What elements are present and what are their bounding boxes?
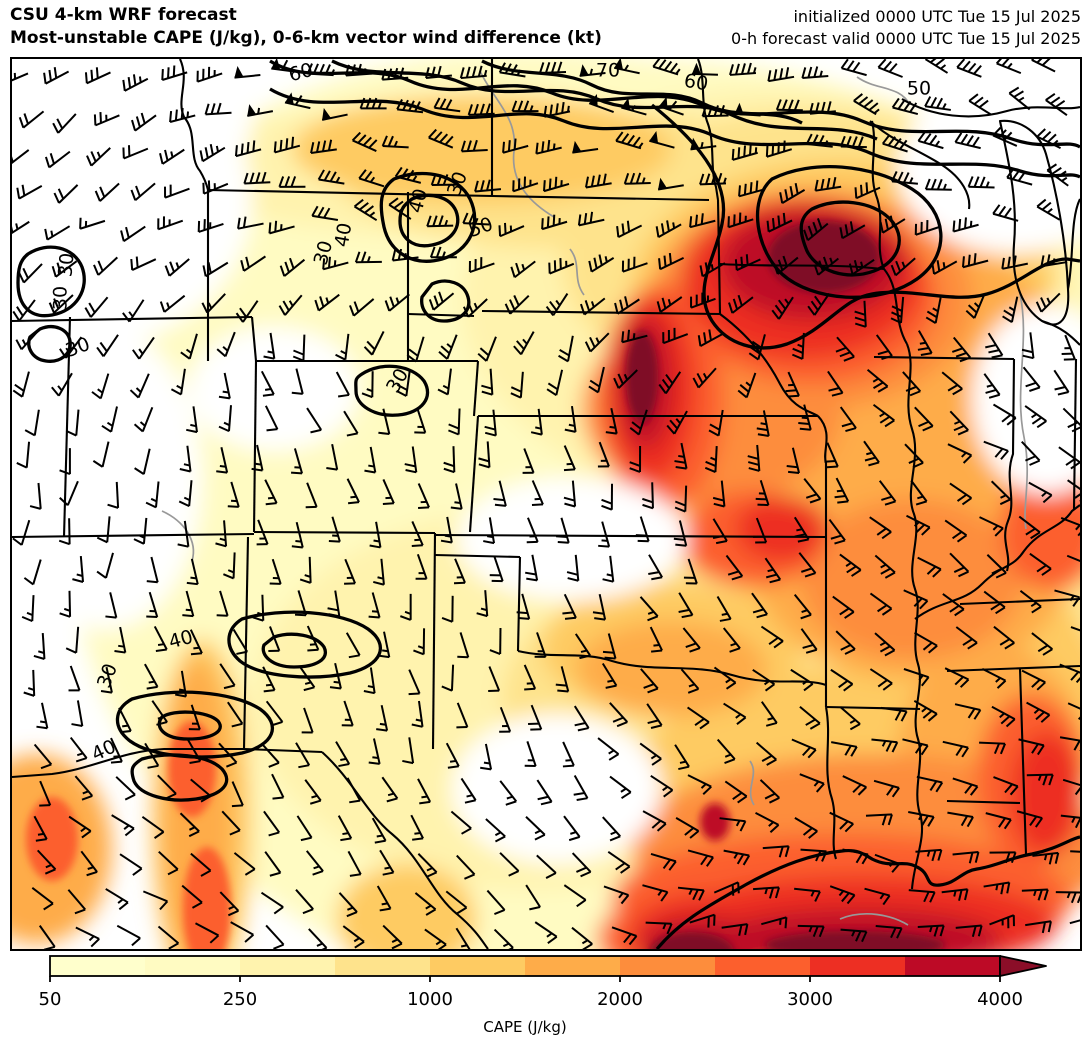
colorbar-segment — [715, 956, 810, 976]
cape-shading-detail — [26, 221, 945, 949]
forecast-map: 60 70 60 50 30 40 50 40 30 30 30 30 30 40 30 40 — [10, 57, 1082, 951]
colorbar-segment — [905, 956, 1000, 976]
contour-label: 30 — [50, 286, 72, 310]
contour-label: 50 — [907, 78, 931, 100]
colorbar-segment — [525, 956, 620, 976]
contour-label: 30 — [54, 252, 78, 278]
colorbar-tick-label: 2000 — [597, 989, 643, 1010]
colorbar: 50 250 1000 2000 3000 4000 CAPE (J/kg) — [39, 955, 1047, 1036]
wind-difference-contours — [16, 59, 1080, 802]
gulf-coastline — [655, 835, 1080, 949]
valid-time: 0-h forecast valid 0000 UTC Tue 15 Jul 2… — [731, 29, 1081, 48]
header: CSU 4-km WRF forecast Most-unstable CAPE… — [0, 0, 1091, 56]
colorbar-segment — [50, 956, 145, 976]
colorbar-tick-label: 3000 — [787, 989, 833, 1010]
time-block: initialized 0000 UTC Tue 15 Jul 2025 0-h… — [731, 6, 1081, 50]
colorbar-segment — [620, 956, 715, 976]
wind-barbs-layer — [12, 59, 1080, 949]
colorbar-extend-arrow — [999, 955, 1047, 977]
colorbar-segment — [430, 956, 525, 976]
initialized-time: initialized 0000 UTC Tue 15 Jul 2025 — [793, 7, 1081, 26]
contour-label: 70 — [596, 60, 620, 82]
colorbar-segment — [810, 956, 905, 976]
colorbar-segment — [145, 956, 240, 976]
colorbar-segment — [335, 956, 430, 976]
colorbar-tick-label: 250 — [223, 989, 257, 1010]
contour-label: 40 — [331, 221, 357, 249]
colorbar-title: CAPE (J/kg) — [483, 1018, 566, 1036]
page-subtitle: Most-unstable CAPE (J/kg), 0-6-km vector… — [10, 28, 602, 48]
colorbar-tick-label: 1000 — [407, 989, 453, 1010]
state-borders — [12, 59, 1080, 949]
colorbar-segment — [240, 956, 335, 976]
contour-label: 60 — [682, 70, 710, 96]
colorbar-tick-label: 50 — [39, 989, 62, 1010]
page-title: CSU 4-km WRF forecast — [10, 5, 237, 25]
colorbar-tick-label: 4000 — [977, 989, 1023, 1010]
title-block: CSU 4-km WRF forecast Most-unstable CAPE… — [10, 4, 602, 50]
